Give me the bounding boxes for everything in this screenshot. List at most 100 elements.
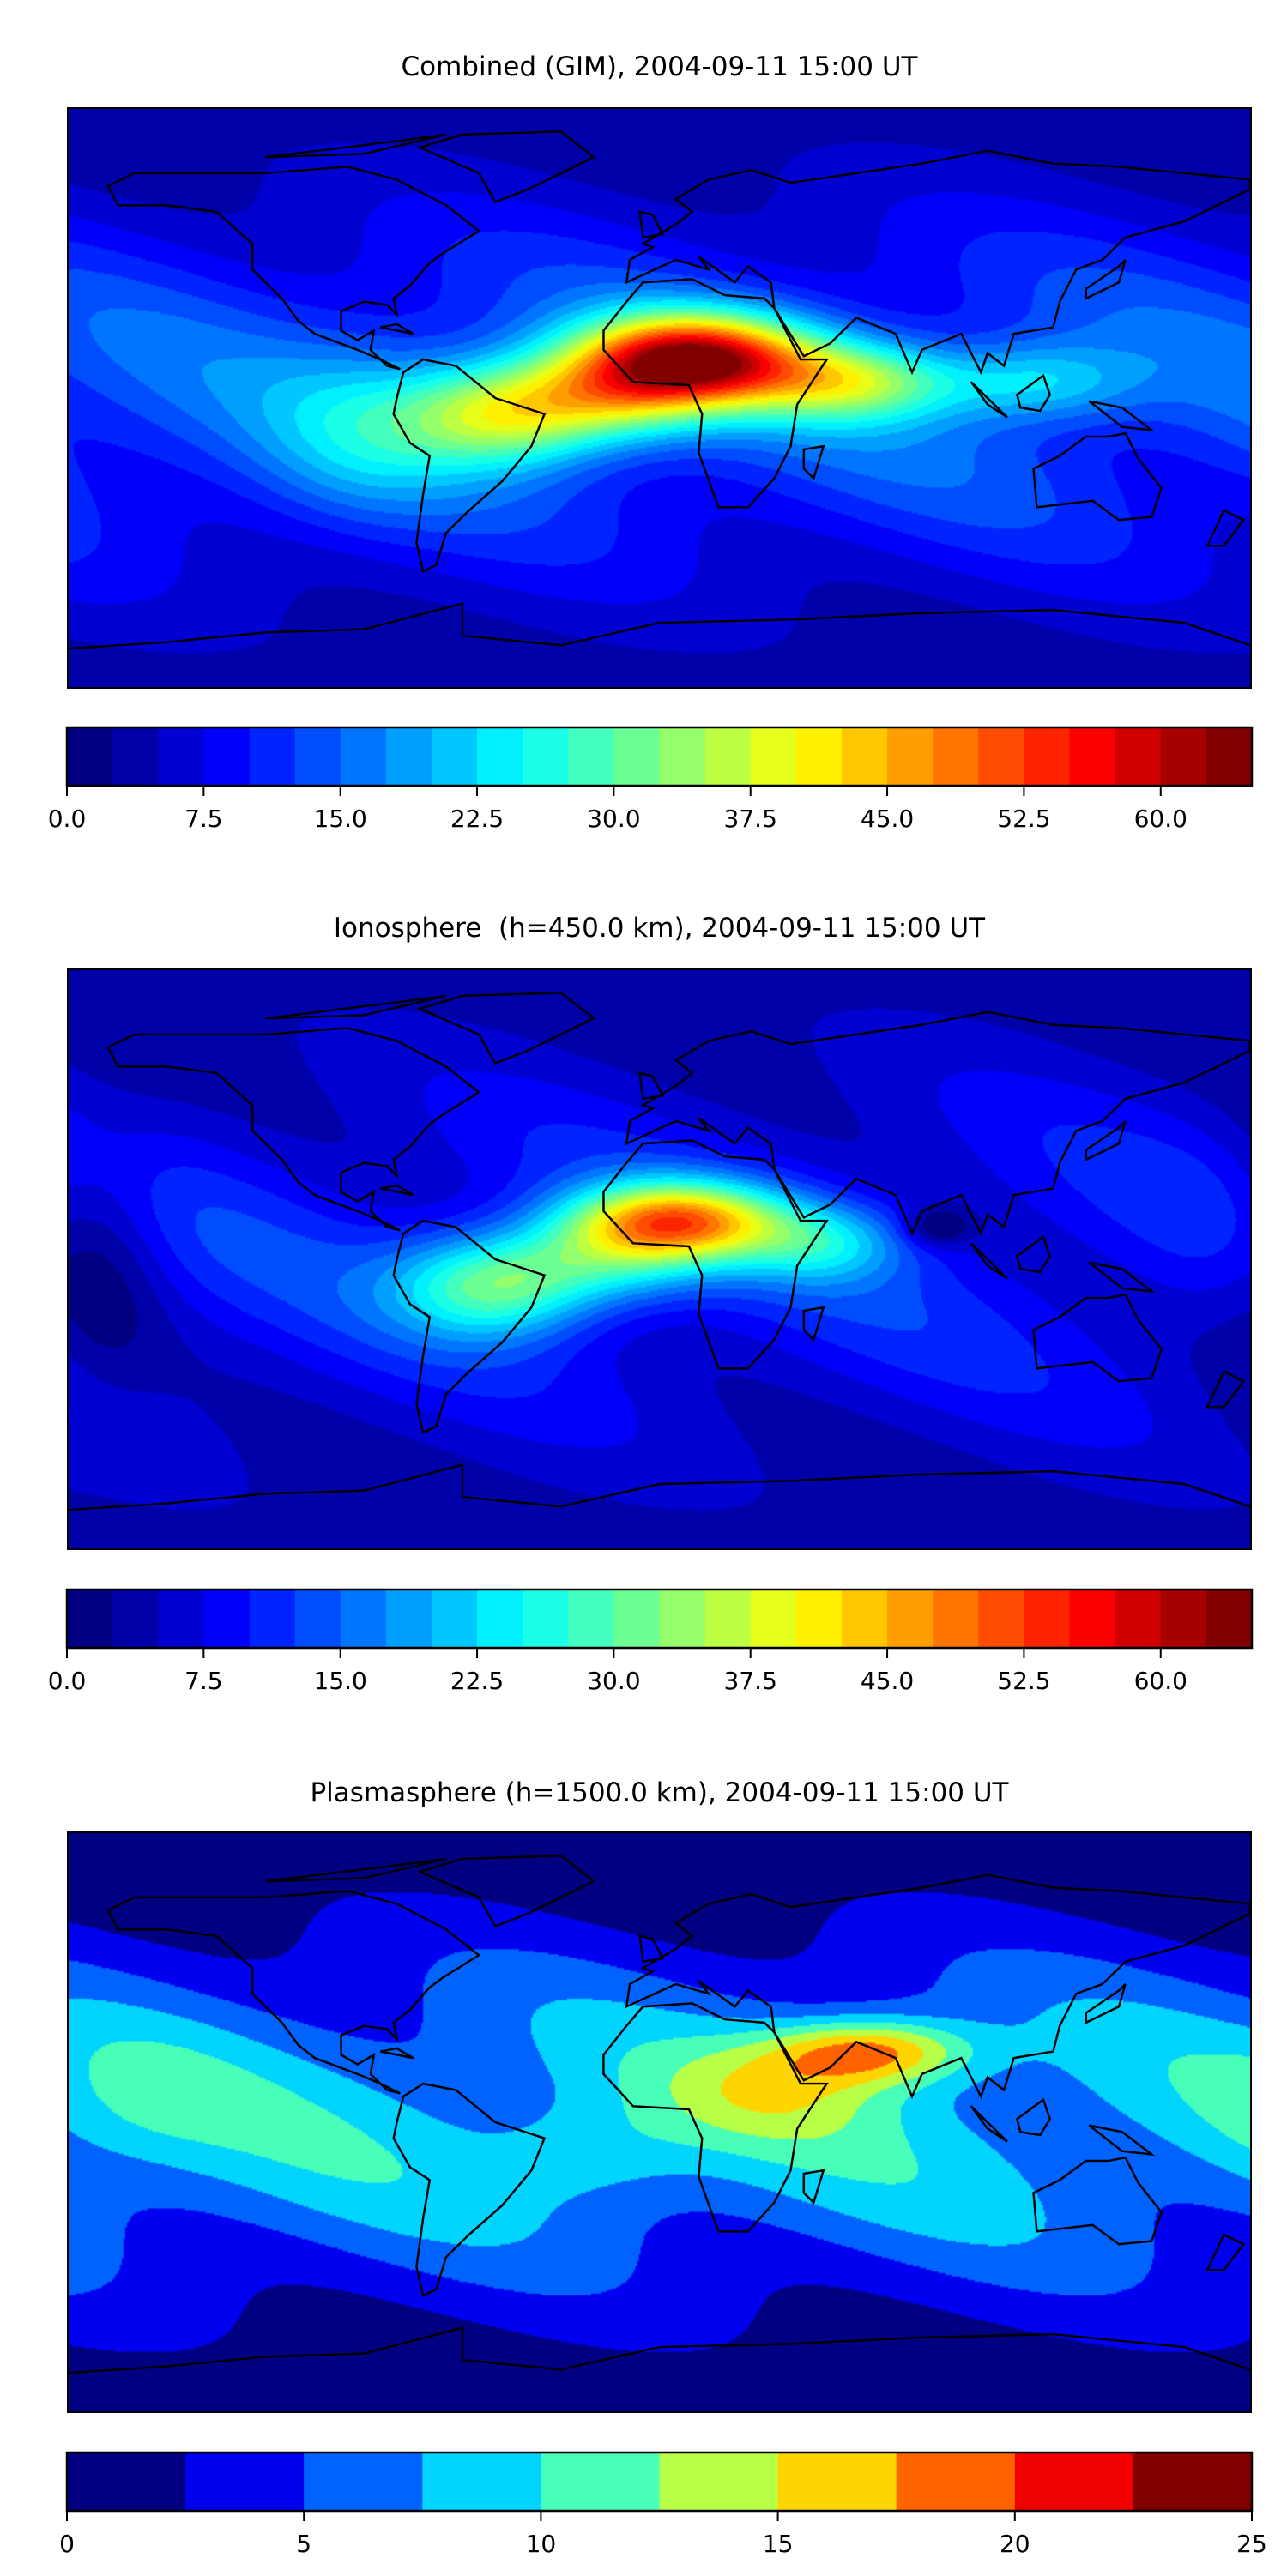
colorbar-bin	[112, 727, 159, 786]
colorbar-bin	[112, 1590, 159, 1648]
colorbar-bin	[249, 1590, 296, 1648]
coastline	[1015, 373, 1052, 413]
colorbar-bin	[750, 1590, 797, 1648]
colorbar-bin	[422, 2452, 541, 2511]
coastline	[802, 2169, 825, 2205]
colorbar-combined: 0.0 7.5 15.0 22.5 30.0 37.5 45.0 52.5 60.0	[48, 726, 1254, 833]
coastline	[265, 133, 447, 159]
colorbar-bin	[1024, 727, 1071, 786]
coastline	[1015, 1234, 1052, 1274]
colorbar-bin	[887, 727, 934, 786]
coastline	[638, 1934, 665, 1964]
colorbar-frame	[65, 2451, 1254, 2513]
panel-title-combined: Combined (GIM), 2004-09-11 15:00 UT	[401, 51, 918, 82]
colorbar-bin	[304, 2452, 423, 2511]
colorbar-bin	[613, 1590, 660, 1648]
coastline	[380, 323, 414, 335]
colorbar-tick-label: 20	[1000, 2530, 1030, 2558]
colorbar-bin	[294, 1590, 341, 1648]
colorbar-tick-label: 5	[296, 2530, 311, 2558]
coastline	[1032, 1293, 1163, 1383]
coastline	[1088, 1261, 1156, 1294]
coastline	[1205, 1370, 1246, 1409]
colorbar-tick-label: 15	[763, 2530, 794, 2558]
coastline	[380, 2047, 414, 2060]
coastline	[802, 444, 825, 480]
panel-title-ionosphere: Ionosphere (h=450.0 km), 2004-09-11 15:0…	[333, 913, 986, 944]
colorbar-bin	[1014, 2452, 1134, 2511]
colorbar-bin	[568, 1590, 614, 1648]
coastline	[1085, 259, 1127, 300]
colorbar-tick-label: 15.0	[314, 805, 367, 833]
coastline	[1085, 1120, 1127, 1161]
colorbar-bin	[431, 727, 478, 786]
coastline	[638, 210, 665, 239]
coastline	[602, 1139, 829, 1370]
colorbar-tick-label: 0.0	[48, 805, 87, 833]
colorbar-bin	[158, 1590, 204, 1648]
colorbar-bin	[477, 1590, 523, 1648]
map-plasmasphere	[67, 1831, 1252, 2413]
coastline	[1205, 2233, 1246, 2271]
coastline	[602, 278, 829, 509]
colorbar-bin	[340, 727, 387, 786]
colorbar-frame	[65, 1588, 1254, 1650]
colorbar-bin	[1133, 2452, 1253, 2511]
colorbar-bin	[203, 727, 250, 786]
coastline	[265, 994, 447, 1020]
colorbar-bin	[431, 1590, 478, 1648]
coastline	[602, 2002, 829, 2233]
colorbar-bin	[795, 1590, 843, 1648]
colorbar-bin	[477, 727, 523, 786]
colorbar-ionosphere: 0.0 7.5 15.0 22.5 30.0 37.5 45.0 52.5 60.0	[48, 1588, 1254, 1695]
coastline	[625, 1010, 1250, 1237]
coastline	[106, 166, 481, 371]
tec-field-ionosphere	[69, 970, 1250, 1548]
colorbar-tick-label: 0.0	[48, 1667, 87, 1695]
colorbar-bin	[1024, 1590, 1071, 1648]
colorbar-tick-label: 37.5	[724, 1667, 777, 1695]
colorbar-tick-label: 45.0	[861, 805, 914, 833]
colorbar-bin	[887, 1590, 934, 1648]
colorbar-bin	[1069, 1590, 1116, 1648]
colorbar-bin	[523, 1590, 569, 1648]
colorbar-tick-label: 60.0	[1134, 805, 1187, 833]
colorbar-frame	[65, 726, 1254, 787]
colorbar-bin	[704, 727, 752, 786]
colorbar-bin	[158, 727, 204, 786]
colorbar-tick-label: 7.5	[184, 805, 223, 833]
coastline	[392, 2082, 547, 2298]
colorbar-bin	[1115, 1590, 1162, 1648]
colorbar-bin	[385, 727, 432, 786]
colorbar-tick-label: 60.0	[1134, 1667, 1187, 1695]
colorbar-bin	[294, 727, 341, 786]
coastline	[970, 381, 1008, 419]
coastline	[1088, 400, 1156, 432]
coastline	[416, 991, 596, 1065]
coastline	[638, 1071, 665, 1101]
colorbar-bin	[185, 2452, 305, 2511]
coastline	[1088, 2124, 1156, 2157]
colorbar-bin	[659, 727, 706, 786]
coastline	[416, 1854, 596, 1928]
colorbar-tick-label: 0	[59, 2530, 75, 2558]
colorbar-tick-label: 37.5	[724, 805, 777, 833]
colorbar-bin	[933, 1590, 979, 1648]
colorbar-bin	[1205, 727, 1253, 786]
coastline	[380, 1184, 414, 1197]
coastline-antarctica	[69, 602, 1250, 650]
colorbar-bin	[978, 1590, 1024, 1648]
tec-field-plasmasphere	[69, 1833, 1250, 2411]
colorbar-bin	[1115, 727, 1162, 786]
colorbar-bin	[1205, 1590, 1253, 1648]
colorbar-tick-label: 52.5	[997, 1667, 1050, 1695]
colorbar-bin	[659, 1590, 706, 1648]
colorbar-tick-label: 25	[1236, 2530, 1267, 2558]
panel-title-plasmasphere: Plasmasphere (h=1500.0 km), 2004-09-11 1…	[310, 1777, 1009, 1808]
colorbar-bin	[340, 1590, 387, 1648]
colorbar-bin	[249, 727, 296, 786]
colorbar-tick-label: 7.5	[184, 1667, 223, 1695]
colorbar-bin	[978, 727, 1024, 786]
coastline	[416, 130, 596, 204]
tec-field-combined	[69, 109, 1250, 687]
